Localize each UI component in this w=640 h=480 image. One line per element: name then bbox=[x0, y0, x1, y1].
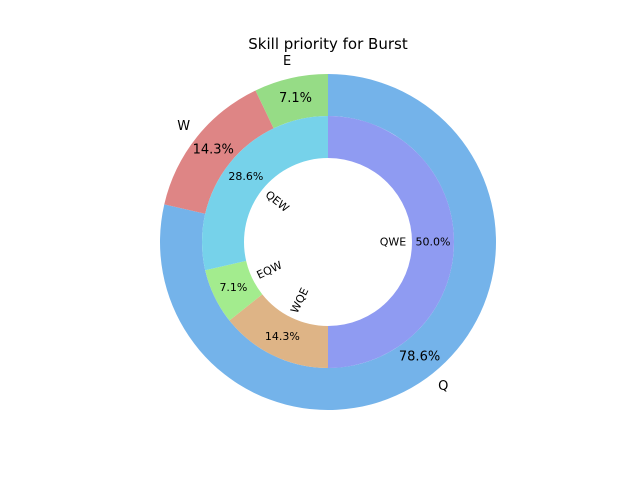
inner-label-eqw: EQW bbox=[255, 259, 285, 282]
inner-percent-eqw: 7.1% bbox=[219, 281, 247, 294]
inner-percent-qew: 28.6% bbox=[228, 170, 263, 183]
chart-title: Skill priority for Burst bbox=[248, 35, 408, 53]
inner-slice-qew bbox=[201, 116, 328, 271]
outer-slice-e bbox=[255, 74, 328, 129]
inner-slice-eqw bbox=[205, 260, 263, 321]
outer-label-q: Q bbox=[438, 379, 448, 394]
outer-percent-w: 14.3% bbox=[193, 143, 234, 158]
outer-label-e: E bbox=[283, 54, 291, 69]
outer-slice-w bbox=[164, 90, 274, 214]
outer-percent-q: 78.6% bbox=[399, 350, 440, 365]
inner-percent-wqe: 14.3% bbox=[265, 330, 300, 343]
inner-label-qwe: QWE bbox=[380, 236, 407, 249]
inner-percent-qwe: 50.0% bbox=[416, 236, 451, 249]
inner-slice-wqe bbox=[229, 294, 328, 368]
inner-label-qew: QEW bbox=[263, 188, 292, 215]
inner-ring bbox=[201, 116, 454, 368]
outer-ring bbox=[159, 74, 496, 411]
outer-percent-e: 7.1% bbox=[279, 91, 312, 106]
outer-label-w: W bbox=[177, 119, 190, 134]
inner-label-wqe: WQE bbox=[288, 286, 311, 316]
inner-slice-qwe bbox=[328, 116, 454, 368]
